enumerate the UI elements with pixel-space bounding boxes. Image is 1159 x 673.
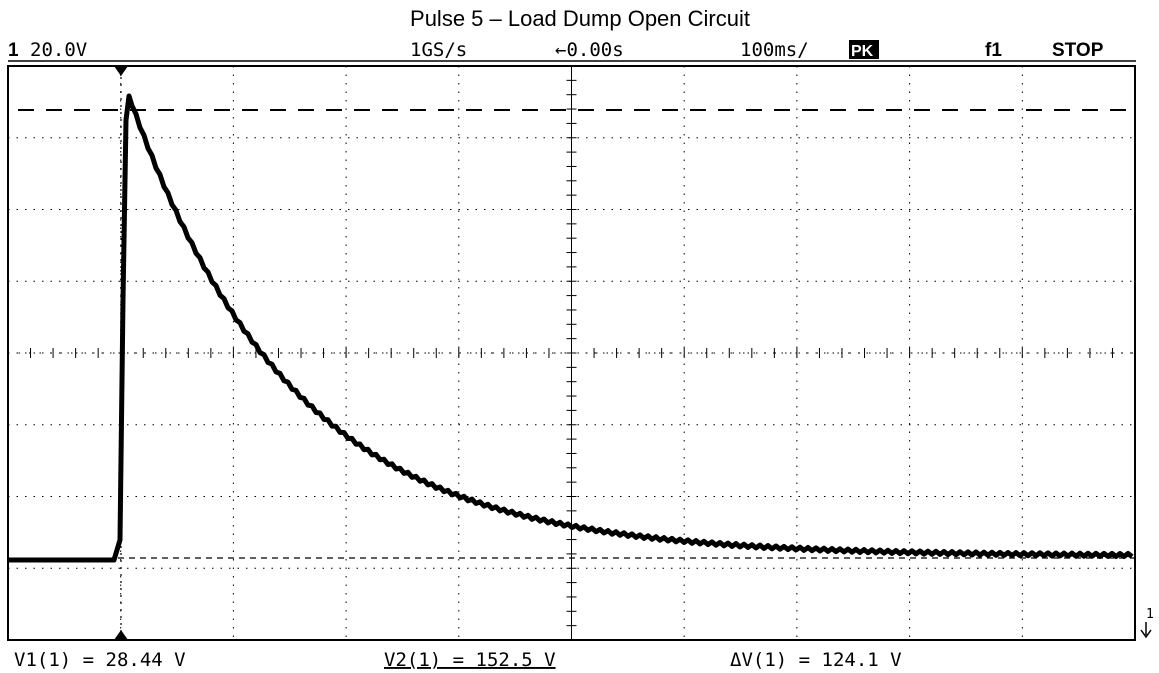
ground-arrow xyxy=(1140,622,1152,639)
trigger-marker-bottom xyxy=(114,630,128,640)
waveform xyxy=(8,93,1134,563)
delay: ←0.00s xyxy=(555,39,624,61)
measurement-v2: V2(1) = 152.5 V xyxy=(384,649,556,671)
trigger-marker-top xyxy=(114,66,128,76)
sample-rate: 1GS/s xyxy=(410,39,467,61)
scale: 20.0V xyxy=(30,39,87,61)
channel: 1 xyxy=(8,40,19,61)
measurement-dv: ΔV(1) = 124.1 V xyxy=(730,649,902,671)
title: Pulse 5 – Load Dump Open Circuit xyxy=(410,6,750,31)
mode-box xyxy=(849,40,879,59)
mode: PK xyxy=(851,43,874,60)
measurement-v1: V1(1) = 28.44 V xyxy=(14,649,186,671)
ground-marker: 1 xyxy=(1146,607,1154,622)
timebase: 100ms/ xyxy=(740,39,809,61)
trigger: f1 xyxy=(985,40,1002,61)
state: STOP xyxy=(1052,40,1104,61)
